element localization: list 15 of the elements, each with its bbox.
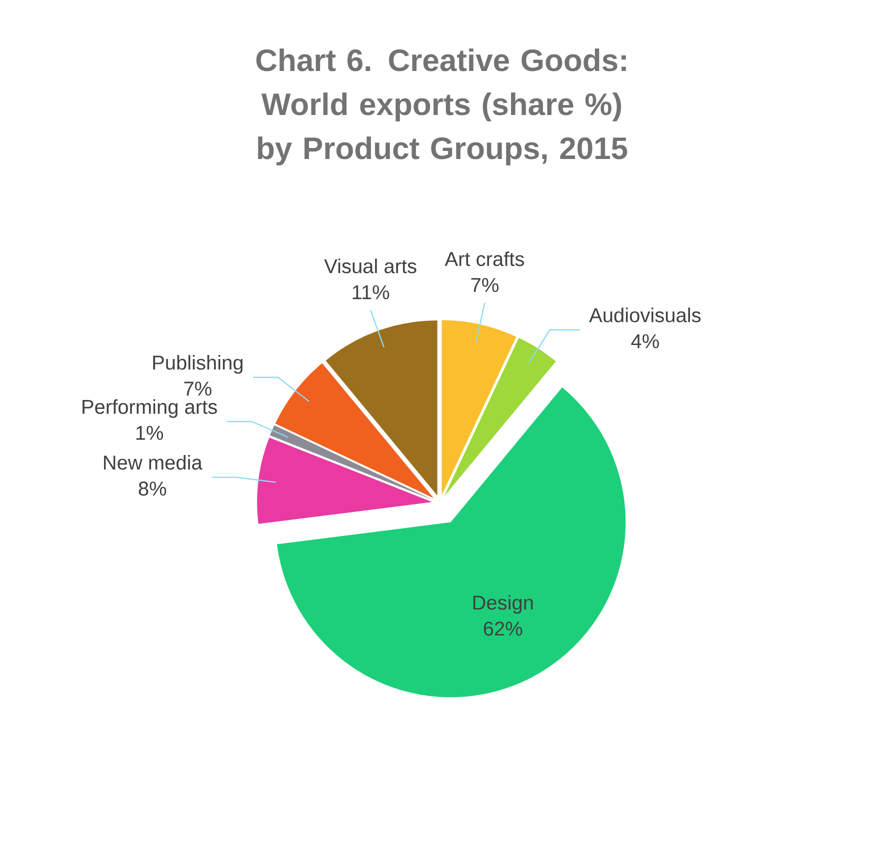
data-label: 7% [471, 278, 498, 292]
slice-label: Performing arts [82, 399, 217, 418]
slice-label: Design [473, 595, 533, 614]
data-label: 4% [631, 334, 659, 348]
chart-title: Chart 6. Creative Goods: World exports (share %) by Product Groups, 2015 [256, 48, 628, 166]
data-label: 1% [136, 426, 164, 440]
slice-label: Audiovisuals [589, 308, 701, 322]
slice-label: Publishing [153, 355, 243, 374]
data-label: 7% [184, 382, 212, 396]
slice-label: Visual arts [324, 258, 416, 274]
slice-label: New media [104, 455, 202, 470]
slice-label: Art crafts [444, 251, 524, 266]
data-label: 11% [352, 285, 390, 300]
data-label: 8% [138, 482, 166, 496]
data-label: 62% [484, 622, 522, 636]
